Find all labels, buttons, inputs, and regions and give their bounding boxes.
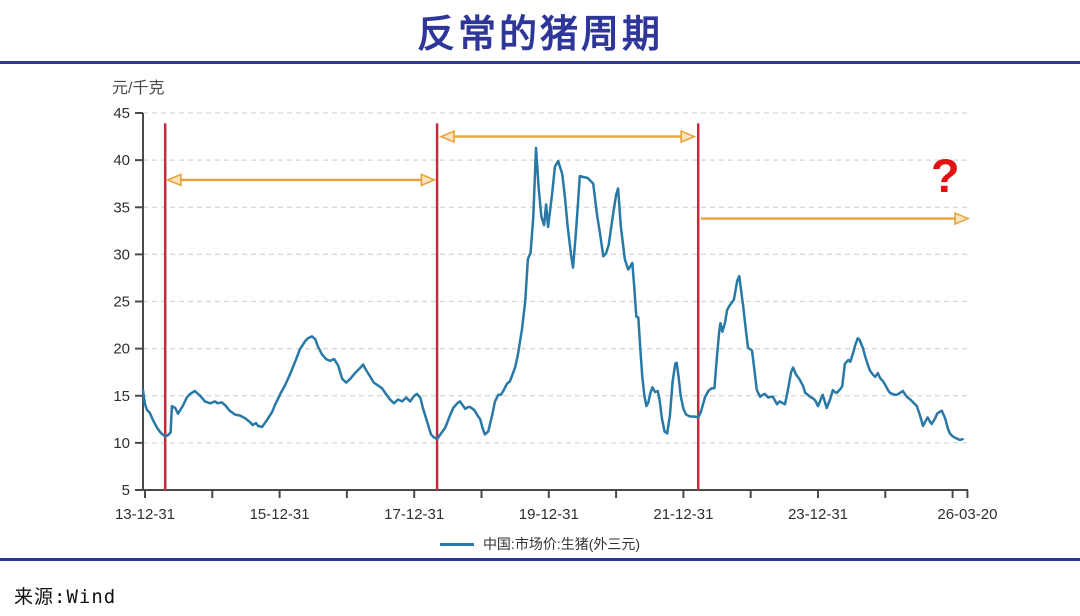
y-tick-label-40: 40 (113, 152, 130, 169)
price-line (141, 146, 964, 442)
arrowhead-right-icon (954, 211, 971, 226)
x-tick-label: 26-03-20 (937, 506, 997, 523)
y-tick-label-5: 5 (122, 482, 130, 499)
x-tick-label: 15-12-31 (250, 506, 310, 523)
y-tick-label-35: 35 (113, 199, 130, 216)
x-tick-label: 13-12-31 (115, 506, 175, 523)
y-tick-label-15: 15 (113, 388, 130, 405)
y-tick-label-25: 25 (113, 294, 130, 311)
y-tick-label-10: 10 (113, 435, 130, 452)
legend-line-swatch (439, 542, 474, 546)
y-tick-label-20: 20 (113, 341, 130, 358)
arrowhead-left-icon (439, 129, 455, 144)
footer-divider (0, 558, 1080, 561)
arrowhead-right-icon (420, 173, 437, 187)
question-mark-annotation: ? (931, 149, 960, 202)
page-title: 反常的猪周期 (416, 13, 663, 56)
y-tick-label-30: 30 (113, 246, 130, 263)
y-axis-unit-label: 元/千克 (112, 80, 165, 97)
y-tick-label-45: 45 (113, 105, 130, 122)
x-tick-label: 19-12-31 (519, 506, 579, 523)
arrowhead-right-icon (680, 129, 697, 144)
legend-label: 中国:市场价:生猪(外三元) (482, 536, 641, 552)
pig-price-chart: 5 10 15 20 25 30 35 40 45 13-12-31 15-12-31 17-12-3… (113, 105, 997, 523)
x-tick-label: 21-12-31 (653, 506, 713, 523)
source-label: 来源:Wind (14, 586, 117, 608)
x-tick-label: 23-12-31 (788, 506, 848, 523)
x-tick-label: 17-12-31 (384, 506, 444, 523)
chart-legend: 中国:市场价:生猪(外三元) (0, 534, 1080, 554)
title-divider (0, 61, 1080, 64)
arrowhead-left-icon (165, 173, 182, 187)
